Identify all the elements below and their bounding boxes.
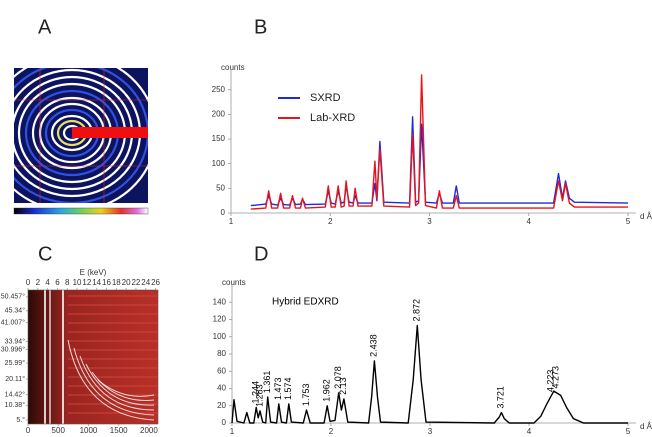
x-tick-label: 2000 (140, 426, 158, 435)
x2-axis-label: E (keV) (80, 268, 107, 277)
y-tick-label: 10.38° (5, 401, 26, 409)
line-series (231, 324, 628, 424)
peak-label: 1.574 (283, 377, 293, 400)
peak-label: 1.361 (262, 371, 272, 394)
x-tick-label: 0 (26, 426, 31, 435)
y-tick-label: 200 (212, 109, 226, 118)
peak-label: 3.721 (496, 386, 506, 409)
peak-label: 1.244 (251, 381, 261, 404)
x-tick-label: 4 (527, 217, 532, 226)
x2-tick-label: 12 (82, 278, 91, 287)
y-tick-label: 33.94° (5, 337, 26, 345)
peak-label: 4.223 (545, 370, 555, 393)
y-tick-label: 60 (217, 366, 226, 375)
x2-tick-label: 18 (112, 278, 121, 287)
y-tick-label: 45.34° (5, 307, 26, 315)
y-axis-label: counts (222, 278, 246, 287)
y-tick-label: 41.007° (1, 318, 25, 326)
x2-tick-label: 24 (141, 278, 150, 287)
legend-label: SXRD (310, 92, 341, 104)
x2-tick-label: 2 (36, 278, 41, 287)
chart-title: Hybrid EDXRD (272, 297, 339, 308)
x2-tick-label: 0 (26, 278, 31, 287)
x2-tick-label: 20 (122, 278, 131, 287)
y-tick-label: 80 (217, 349, 226, 358)
y-tick-label: 100 (212, 159, 226, 168)
peak-label: 2.13 (338, 377, 348, 395)
panel-label: B (254, 16, 267, 38)
heatmap-arc (85, 363, 155, 406)
heatmap-arc (67, 339, 155, 421)
y-tick-label: 30.996° (1, 345, 25, 353)
x2-tick-label: 10 (73, 278, 82, 287)
line-series (250, 74, 628, 210)
x2-tick-label: 16 (102, 278, 111, 287)
peak-label: 1.473 (273, 377, 283, 400)
y-tick-label: 5.° (16, 416, 25, 424)
x-tick-label: 1 (230, 427, 235, 436)
x-tick-label: 2 (328, 217, 333, 226)
peak-label: 4.273 (550, 366, 560, 389)
x2-tick-label: 4 (45, 278, 50, 287)
x-axis-label: d Å (640, 422, 652, 431)
panel-label: A (38, 16, 52, 38)
diffraction-image (14, 68, 148, 203)
y-axis-label: counts (221, 63, 245, 72)
heatmap-arc (73, 347, 155, 416)
y-tick-label: 150 (212, 134, 226, 143)
x-tick-label: 3 (428, 427, 433, 436)
peak-label: 2.438 (369, 334, 379, 357)
x-axis-label: d Å (640, 212, 652, 221)
x-tick-label: 2 (329, 427, 334, 436)
legend-label: Lab-XRD (310, 112, 355, 124)
x-tick-label: 500 (52, 426, 66, 435)
y-tick-label: 20.11° (5, 375, 25, 383)
x-tick-label: 5 (626, 217, 631, 226)
panel-label: D (254, 243, 268, 265)
grid-overlay (14, 68, 148, 203)
x2-tick-label: 22 (131, 278, 140, 287)
x-tick-label: 1000 (80, 426, 98, 435)
x-tick-label: 1500 (110, 426, 128, 435)
y-tick-label: 100 (213, 332, 227, 341)
x2-tick-label: 14 (92, 278, 101, 287)
colorbar (13, 207, 149, 215)
peak-label: 1.283 (254, 384, 264, 407)
y-tick-label: 20 (217, 401, 226, 410)
panel-label: C (38, 243, 52, 265)
x2-tick-label: 6 (55, 278, 60, 287)
heatmap-arc (97, 379, 155, 397)
heatmap-arc (79, 355, 155, 411)
y-tick-label: 0 (221, 208, 226, 217)
peak-label: 2.078 (333, 366, 343, 389)
y-tick-label: 50.457° (1, 293, 25, 301)
peak-label: 1.962 (322, 379, 332, 402)
y-tick-label: 25.99° (5, 359, 26, 367)
x-tick-label: 3 (427, 217, 432, 226)
y-tick-label: 0 (222, 418, 227, 427)
peak-label: 2.872 (412, 299, 422, 322)
y-tick-label: 120 (213, 315, 227, 324)
x2-tick-label: 26 (151, 278, 160, 287)
y-tick-label: 14.42° (5, 390, 26, 398)
x-tick-label: 4 (527, 427, 532, 436)
heatmap-arc (91, 371, 155, 401)
y-tick-label: 250 (212, 85, 226, 94)
beam-stop (72, 127, 148, 138)
y-tick-label: 50 (216, 183, 225, 192)
x2-tick-label: 8 (65, 278, 70, 287)
x-tick-label: 5 (626, 427, 631, 436)
y-tick-label: 40 (217, 384, 226, 393)
peak-label: 1.753 (301, 384, 311, 407)
heatmap-frame (27, 289, 159, 425)
y-tick-label: 140 (213, 297, 227, 306)
x-tick-label: 1 (229, 217, 234, 226)
